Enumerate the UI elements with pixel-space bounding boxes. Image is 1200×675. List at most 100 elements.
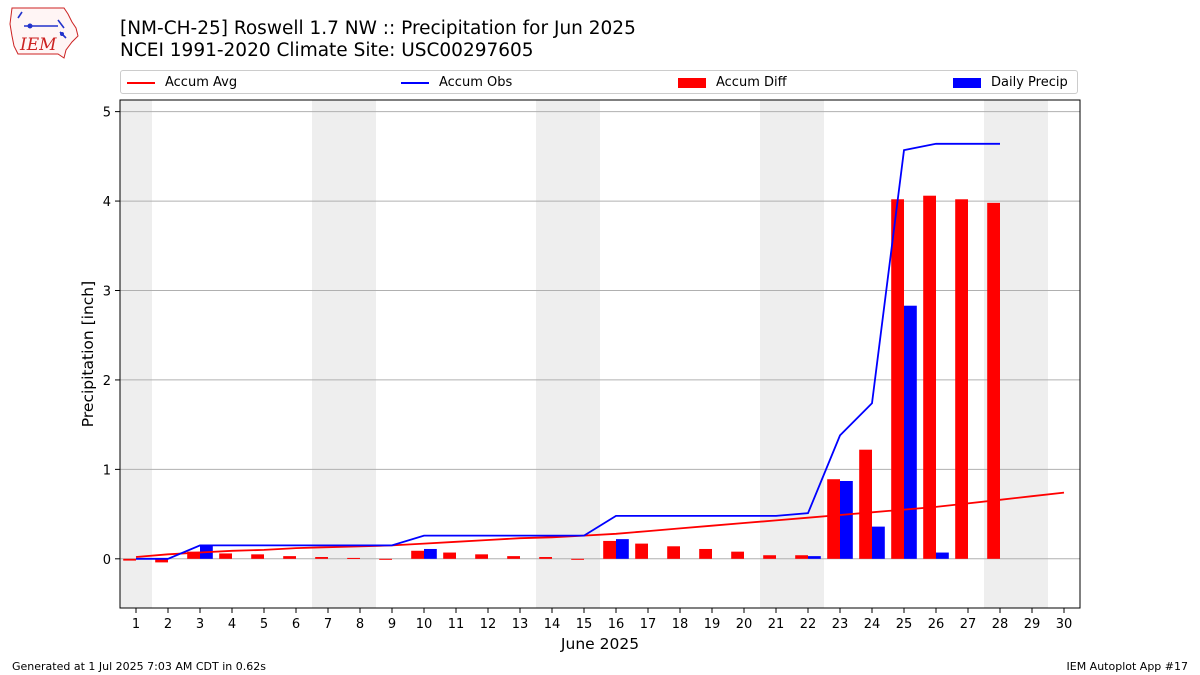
legend-swatch-accum-avg: [127, 81, 155, 84]
x-tick-label: 7: [324, 617, 332, 632]
accum-diff-bar: [123, 558, 136, 561]
daily-precip-bar: [616, 539, 629, 559]
y-axis-label: Precipitation [inch]: [79, 281, 97, 427]
accum-diff-bar: [155, 558, 168, 563]
x-tick-label: 11: [448, 617, 465, 632]
x-tick-label: 16: [608, 617, 625, 632]
x-tick-label: 19: [704, 617, 721, 632]
accum-diff-bar: [763, 555, 776, 559]
title-line-1: [NM-CH-25] Roswell 1.7 NW :: Precipitati…: [120, 18, 636, 39]
x-tick-label: 22: [800, 617, 817, 632]
weekend-shade: [760, 100, 824, 608]
x-tick-label: 5: [260, 617, 268, 632]
legend-swatch-accum-diff: [678, 77, 706, 88]
title-line-2: NCEI 1991-2020 Climate Site: USC00297605: [120, 40, 534, 61]
y-tick-label: 4: [103, 195, 111, 210]
daily-precip-bar: [808, 556, 821, 559]
accum-diff-bar: [347, 557, 360, 559]
legend-item-accum-obs: Accum Obs: [401, 74, 512, 92]
y-tick-label: 3: [103, 285, 111, 300]
legend-label-accum-diff: Accum Diff: [716, 75, 787, 90]
weekend-shade: [312, 100, 376, 608]
legend-label-accum-avg: Accum Avg: [165, 75, 238, 90]
x-tick-label: 24: [864, 617, 881, 632]
chart-title: [NM-CH-25] Roswell 1.7 NW :: Precipitati…: [120, 18, 636, 62]
accum-diff-bar: [251, 554, 264, 559]
accum-diff-bar: [283, 556, 296, 559]
accum-diff-bar: [987, 202, 1000, 559]
x-tick-label: 8: [356, 617, 364, 632]
iem-logo: IEM: [9, 7, 79, 59]
accum-diff-bar: [923, 195, 936, 559]
legend-swatch-accum-obs: [401, 81, 429, 84]
daily-precip-bar: [872, 526, 885, 559]
accum-diff-bar: [187, 551, 200, 559]
legend-label-accum-obs: Accum Obs: [439, 75, 513, 90]
x-tick-label: 4: [228, 617, 236, 632]
y-tick-label: 5: [103, 106, 111, 121]
daily-precip-bar: [424, 548, 437, 559]
legend-label-daily-precip: Daily Precip: [991, 75, 1068, 90]
y-tick-label: 0: [103, 553, 111, 568]
x-tick-label: 2: [164, 617, 172, 632]
accum-diff-bar: [699, 548, 712, 559]
accum-diff-bar: [379, 558, 392, 560]
y-tick-label: 1: [103, 463, 111, 478]
weekend-shade: [536, 100, 600, 608]
daily-precip-bar: [840, 481, 853, 559]
accum-diff-bar: [635, 543, 648, 559]
x-tick-label: 3: [196, 617, 204, 632]
legend-item-accum-diff: Accum Diff: [678, 74, 787, 92]
y-tick-label: 2: [103, 374, 111, 389]
x-tick-label: 10: [416, 617, 433, 632]
footer-generated: Generated at 1 Jul 2025 7:03 AM CDT in 0…: [12, 660, 266, 673]
accum-diff-bar: [603, 540, 616, 559]
x-tick-label: 13: [512, 617, 529, 632]
accum-diff-bar: [731, 551, 744, 559]
accum-diff-bar: [827, 479, 840, 559]
x-tick-label: 1: [132, 617, 140, 632]
x-tick-label: 20: [736, 617, 753, 632]
accum-diff-bar: [411, 550, 424, 559]
legend: Accum Avg Accum Obs Accum Diff Daily Pre…: [120, 70, 1078, 94]
daily-precip-bar: [936, 552, 949, 559]
accum-diff-bar: [539, 557, 552, 559]
x-tick-label: 9: [388, 617, 396, 632]
weekend-shade: [120, 100, 152, 608]
accum-diff-bar: [859, 449, 872, 559]
accum-diff-bar: [891, 199, 904, 559]
x-tick-label: 21: [768, 617, 785, 632]
x-tick-label: 26: [928, 617, 945, 632]
logo-text: IEM: [19, 35, 57, 55]
legend-item-accum-avg: Accum Avg: [127, 74, 237, 92]
accum-obs-line: [136, 142, 1000, 560]
x-tick-label: 30: [1056, 617, 1073, 632]
accum-diff-bar: [795, 555, 808, 559]
plot-frame: [119, 99, 1081, 609]
footer-app-id: IEM Autoplot App #17: [1066, 660, 1189, 673]
legend-item-daily-precip: Daily Precip: [953, 74, 1068, 92]
x-tick-label: 17: [640, 617, 657, 632]
x-tick-label: 23: [832, 617, 849, 632]
daily-precip-bar: [904, 305, 917, 559]
legend-swatch-daily-precip: [953, 77, 981, 88]
x-tick-label: 29: [1024, 617, 1041, 632]
accum-diff-bar: [667, 546, 680, 559]
x-tick-label: 18: [672, 617, 689, 632]
accum-diff-bar: [315, 557, 328, 559]
accum-diff-bar: [475, 554, 488, 559]
accum-diff-bar: [571, 558, 584, 560]
x-tick-label: 12: [480, 617, 497, 632]
x-tick-label: 28: [992, 617, 1009, 632]
x-tick-label: 27: [960, 617, 977, 632]
accum-avg-line: [135, 491, 1065, 558]
x-tick-label: 15: [576, 617, 593, 632]
x-tick-label: 6: [292, 617, 300, 632]
x-tick-label: 14: [544, 617, 561, 632]
accum-diff-bar: [219, 553, 232, 559]
x-tick-label: 25: [896, 617, 913, 632]
x-axis-label: June 2025: [560, 635, 639, 653]
accum-diff-bar: [955, 199, 968, 559]
accum-diff-bar: [507, 556, 520, 559]
